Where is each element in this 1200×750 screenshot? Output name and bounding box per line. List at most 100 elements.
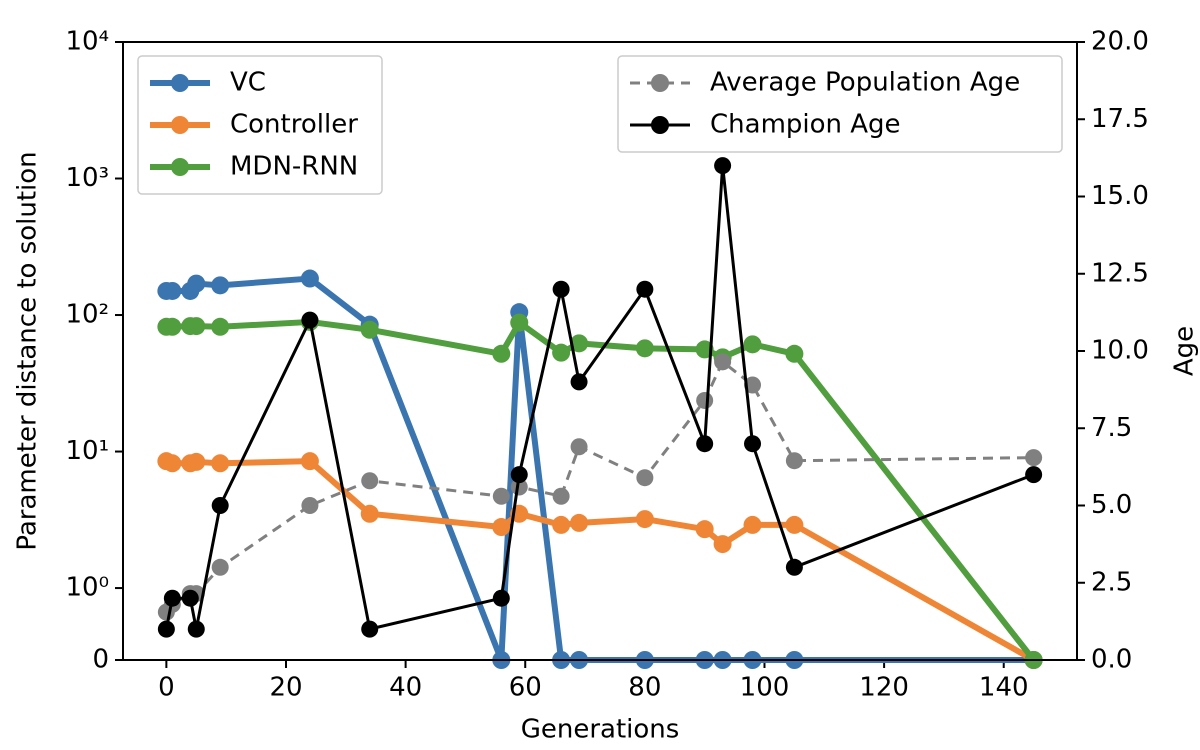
series-line xyxy=(166,275,1034,663)
data-point xyxy=(187,452,206,471)
data-point xyxy=(744,435,762,453)
data-point xyxy=(211,558,229,576)
y2-tick-label: 0.0 xyxy=(1091,645,1132,675)
data-point xyxy=(301,311,319,329)
data-point xyxy=(187,274,206,293)
y-tick-label: 10³ xyxy=(65,163,109,193)
x-tick-label: 120 xyxy=(859,673,909,703)
data-point xyxy=(713,535,732,554)
y2-tick-label: 20.0 xyxy=(1091,27,1149,57)
x-tick-label: 100 xyxy=(740,673,790,703)
x-axis-label: Generations xyxy=(521,715,680,745)
y-tick-label: 10² xyxy=(65,300,109,330)
data-point xyxy=(360,320,379,339)
x-tick-label: 40 xyxy=(389,673,422,703)
series-line xyxy=(164,164,1035,631)
data-point xyxy=(510,313,529,332)
y-tick-label: 10¹ xyxy=(65,436,109,466)
legend-label: Controller xyxy=(230,110,358,140)
data-point xyxy=(211,317,230,336)
y2-tick-label: 2.5 xyxy=(1091,567,1132,597)
data-point xyxy=(181,589,199,607)
data-point xyxy=(635,339,654,358)
data-point xyxy=(552,487,570,505)
data-point xyxy=(552,280,570,298)
x-tick-label: 140 xyxy=(979,673,1029,703)
data-point xyxy=(552,515,571,534)
x-tick-label: 80 xyxy=(628,673,661,703)
y-axis-label: Parameter distance to solution xyxy=(13,151,43,550)
y2-tick-label: 17.5 xyxy=(1091,104,1149,134)
data-point xyxy=(1025,449,1043,467)
x-tick-label: 60 xyxy=(509,673,542,703)
data-point xyxy=(696,435,714,453)
data-point xyxy=(301,497,319,514)
data-point xyxy=(552,343,571,362)
data-point xyxy=(211,454,230,473)
legend-box xyxy=(617,55,1063,153)
data-point xyxy=(695,520,714,539)
y2-tick-label: 7.5 xyxy=(1091,413,1132,443)
data-point xyxy=(211,276,230,295)
legend-marker xyxy=(171,116,189,134)
y-tick-label: 10⁰ xyxy=(65,573,109,603)
legend-marker xyxy=(651,74,669,92)
y2-axis-label: Age xyxy=(1170,326,1200,376)
data-point xyxy=(510,478,528,496)
data-point xyxy=(714,353,732,371)
data-point xyxy=(636,469,654,487)
data-point xyxy=(361,620,379,638)
series-line xyxy=(165,360,1034,614)
data-point xyxy=(157,620,175,638)
data-point xyxy=(492,344,511,363)
data-point xyxy=(570,513,589,532)
x-tick-label: 0 xyxy=(158,673,175,703)
data-point xyxy=(187,620,205,638)
data-point xyxy=(636,280,654,298)
y2-tick-label: 10.0 xyxy=(1091,336,1149,366)
data-point xyxy=(743,335,762,354)
data-point xyxy=(696,391,714,409)
y-tick-label: 0 xyxy=(92,645,109,675)
legend-box xyxy=(137,55,383,195)
legend: VC Controller MDN-RNN xyxy=(137,55,383,195)
data-point xyxy=(492,518,511,537)
y2-tick-label: 15.0 xyxy=(1091,181,1149,211)
data-point xyxy=(211,497,229,514)
data-point xyxy=(492,487,510,505)
data-point xyxy=(570,373,588,391)
legend-label: VC xyxy=(230,68,266,98)
data-point xyxy=(743,515,762,534)
legend-marker xyxy=(171,74,189,92)
data-point xyxy=(300,452,319,471)
y2-tick-label: 5.0 xyxy=(1091,490,1132,520)
series-line xyxy=(166,318,1037,662)
data-point xyxy=(635,510,654,529)
legend-label: MDN-RNN xyxy=(230,152,358,182)
legend-label: Champion Age xyxy=(710,110,901,140)
legend: Average Population Age Champion Age xyxy=(617,55,1063,153)
data-point xyxy=(785,452,803,470)
y-tick-label: 10⁴ xyxy=(65,27,109,57)
data-point xyxy=(300,269,319,288)
legend-label: Average Population Age xyxy=(710,68,1020,98)
data-point xyxy=(570,438,588,456)
data-point xyxy=(1025,466,1043,484)
legend-marker xyxy=(171,158,189,176)
data-point xyxy=(360,504,379,523)
data-point xyxy=(361,472,379,490)
data-point xyxy=(163,454,182,473)
y2-tick-label: 12.5 xyxy=(1091,258,1149,288)
data-point xyxy=(785,558,803,576)
data-point xyxy=(785,344,804,363)
data-point xyxy=(187,317,206,336)
data-point xyxy=(744,376,762,394)
x-tick-label: 20 xyxy=(269,673,302,703)
legend-marker xyxy=(651,116,669,134)
data-point xyxy=(163,281,182,300)
data-point xyxy=(510,466,528,484)
plot-frame xyxy=(122,41,1078,661)
data-point xyxy=(492,589,510,607)
data-point xyxy=(785,515,804,534)
